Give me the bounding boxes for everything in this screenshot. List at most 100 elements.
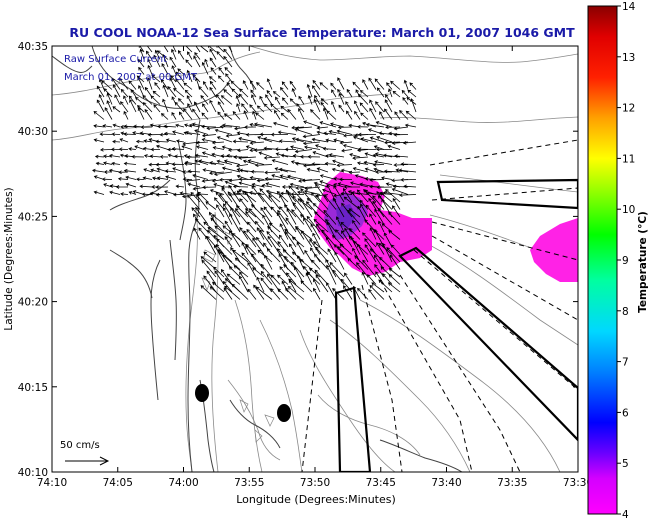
x-tick-label: 73:50 [300, 477, 330, 489]
current-vector [111, 77, 121, 90]
current-vector [335, 229, 345, 240]
current-vector [246, 229, 257, 240]
current-vector [238, 177, 257, 182]
current-vector [294, 226, 313, 240]
current-vector [249, 104, 257, 113]
y-axis: 40:35 40:30 40:25 40:20 40:15 40:10 [18, 41, 578, 479]
current-vector [112, 106, 121, 113]
current-vector [241, 252, 257, 270]
current-vector [256, 82, 265, 90]
current-vector [307, 154, 321, 159]
current-vector [179, 191, 193, 196]
current-vector [154, 82, 161, 90]
current-vector [303, 189, 321, 195]
current-vector [254, 163, 273, 168]
current-vector [364, 167, 377, 173]
current-vector [247, 221, 257, 233]
current-vector [106, 100, 113, 113]
current-vector [162, 98, 169, 113]
current-vector [367, 128, 385, 135]
current-vector [212, 146, 225, 150]
current-vector [360, 137, 377, 143]
current-vector [161, 46, 169, 53]
current-vector [381, 176, 393, 180]
colorbar-tick-label: 4 [622, 509, 629, 519]
current-vector [226, 273, 241, 285]
current-vector [368, 197, 377, 210]
current-vector [184, 123, 193, 128]
current-vector [261, 183, 273, 188]
current-vector [186, 95, 193, 105]
current-vector [147, 58, 153, 68]
current-vector [235, 205, 249, 218]
current-vector [214, 225, 233, 240]
current-vector [238, 275, 249, 293]
current-vector [192, 108, 201, 120]
current-vector [123, 168, 137, 173]
current-vector [194, 129, 209, 135]
current-vector [337, 89, 345, 98]
current-vector [379, 192, 393, 203]
current-vector [151, 74, 161, 83]
current-vector [328, 129, 345, 135]
x-tick-label: 73:30 [563, 477, 593, 489]
current-vector [175, 184, 185, 189]
current-vector [216, 51, 225, 60]
current-vector [209, 86, 217, 98]
current-vector [256, 178, 273, 183]
current-vector [294, 149, 313, 154]
current-vector [391, 188, 409, 195]
current-vector [299, 258, 313, 270]
current-vector [313, 98, 321, 113]
current-vector [156, 176, 169, 181]
current-vector [215, 94, 225, 105]
current-vector [310, 223, 321, 240]
current-vector [279, 206, 289, 218]
current-vector [394, 111, 401, 120]
current-vector [239, 271, 249, 285]
current-vector [182, 170, 192, 174]
current-vector [325, 218, 337, 233]
current-vector [191, 207, 201, 218]
current-vector [278, 139, 297, 144]
current-vector [255, 286, 273, 300]
current-vector [229, 230, 241, 248]
current-vector [320, 98, 329, 105]
x-tick-label: 73:40 [431, 477, 461, 489]
current-vector [357, 147, 377, 152]
current-vector [129, 98, 137, 113]
current-vector [123, 110, 129, 120]
current-vector [139, 131, 153, 136]
current-vector [128, 191, 137, 195]
current-vector [315, 274, 329, 293]
current-vector [247, 159, 265, 165]
current-vector [209, 80, 217, 90]
current-vector [138, 46, 145, 53]
current-vector [304, 249, 313, 263]
current-vector [171, 162, 185, 167]
current-vector [346, 88, 353, 98]
current-vector [137, 76, 145, 90]
current-vector [403, 79, 409, 90]
current-vector [279, 174, 297, 180]
current-vector [169, 56, 177, 68]
current-vector [306, 83, 313, 98]
current-vector [350, 181, 369, 188]
current-vector [119, 77, 129, 90]
current-vector [362, 79, 369, 90]
current-vector [230, 207, 241, 225]
current-vector [200, 94, 209, 105]
current-vector [115, 185, 129, 189]
current-vector [187, 182, 201, 188]
current-vector [249, 80, 257, 90]
current-vector [245, 145, 257, 150]
current-vector [388, 211, 401, 225]
current-vector [224, 236, 233, 248]
current-vector [249, 141, 265, 145]
current-vector [325, 258, 337, 278]
current-vector [405, 110, 417, 120]
current-vector [364, 152, 377, 158]
annotation-line2: March 01, 2007 at 00 GMT [64, 72, 198, 83]
current-vector [209, 48, 217, 60]
current-vector [193, 227, 201, 240]
